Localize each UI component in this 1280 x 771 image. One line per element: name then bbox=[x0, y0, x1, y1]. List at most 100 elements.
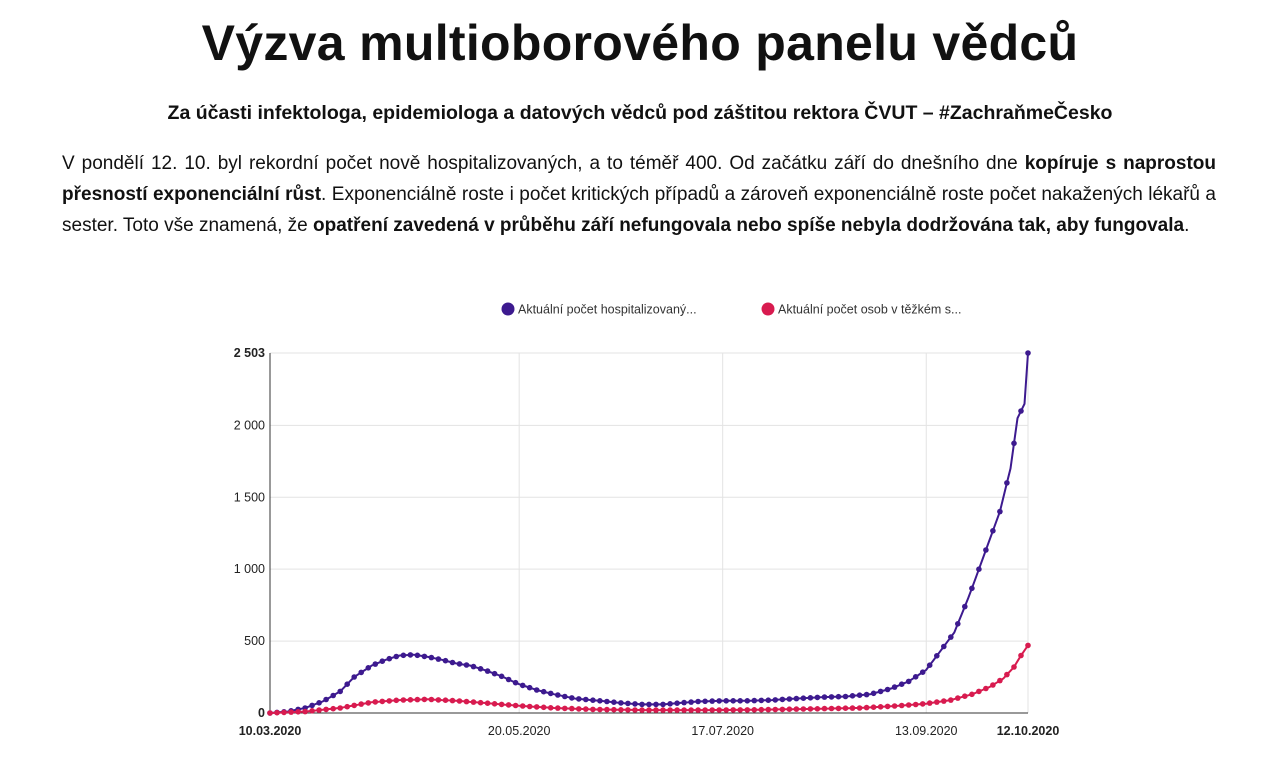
data-point bbox=[470, 699, 477, 705]
data-point bbox=[653, 707, 659, 713]
data-point bbox=[463, 698, 470, 705]
data-point bbox=[337, 705, 344, 711]
data-point bbox=[653, 701, 659, 708]
data-point bbox=[421, 653, 428, 660]
data-point bbox=[730, 698, 736, 704]
data-point bbox=[547, 705, 554, 711]
data-point bbox=[877, 688, 884, 695]
data-point bbox=[772, 706, 779, 713]
data-point bbox=[800, 695, 807, 701]
data-point bbox=[569, 695, 575, 701]
data-point bbox=[1018, 408, 1024, 414]
data-point bbox=[976, 566, 982, 572]
x-tick-label: 12.10.2020 bbox=[997, 724, 1060, 738]
data-point bbox=[912, 701, 919, 708]
data-point bbox=[1004, 480, 1010, 486]
data-point bbox=[344, 681, 351, 687]
data-point bbox=[625, 707, 631, 713]
data-point bbox=[555, 692, 561, 698]
data-point bbox=[884, 686, 891, 693]
data-point bbox=[877, 704, 884, 710]
data-point bbox=[688, 707, 694, 713]
paragraph-bold-2: opatření zavedená v průběhu září nefungo… bbox=[313, 215, 1185, 236]
data-point bbox=[660, 701, 666, 708]
data-point bbox=[505, 702, 512, 708]
data-point bbox=[316, 700, 322, 706]
data-point bbox=[807, 695, 814, 701]
data-point bbox=[555, 705, 561, 711]
data-point bbox=[758, 706, 765, 713]
data-point bbox=[400, 652, 407, 659]
data-point bbox=[983, 685, 989, 692]
data-point bbox=[1011, 664, 1017, 670]
data-point bbox=[667, 707, 673, 713]
data-point bbox=[590, 706, 596, 713]
data-point bbox=[625, 700, 631, 707]
hospitalization-chart: Aktuální počet hospitalizovaný... Aktuáln… bbox=[234, 302, 1060, 738]
data-point bbox=[863, 691, 870, 698]
data-point bbox=[330, 705, 337, 712]
data-point bbox=[519, 703, 526, 709]
data-point bbox=[463, 662, 470, 668]
data-point bbox=[512, 679, 519, 686]
data-point bbox=[393, 697, 400, 704]
data-point bbox=[828, 705, 835, 712]
data-point bbox=[765, 706, 772, 713]
data-point bbox=[821, 705, 828, 712]
data-point bbox=[758, 697, 765, 704]
data-point bbox=[948, 634, 954, 640]
data-point bbox=[688, 699, 694, 705]
data-point bbox=[316, 707, 322, 713]
data-point bbox=[814, 706, 821, 712]
data-point bbox=[828, 694, 835, 700]
data-point bbox=[842, 693, 849, 700]
data-point bbox=[526, 703, 533, 710]
data-point bbox=[646, 701, 652, 708]
data-point bbox=[533, 704, 540, 710]
data-point bbox=[681, 699, 687, 706]
data-point bbox=[786, 696, 793, 702]
data-point bbox=[618, 707, 624, 713]
data-point bbox=[386, 698, 393, 704]
data-point bbox=[351, 702, 358, 709]
data-point bbox=[744, 707, 751, 713]
data-point bbox=[365, 665, 372, 671]
data-point bbox=[779, 696, 786, 703]
data-point bbox=[793, 706, 800, 712]
data-point bbox=[519, 682, 526, 689]
data-point bbox=[898, 702, 905, 709]
data-point bbox=[800, 706, 807, 712]
data-point bbox=[470, 663, 477, 670]
data-point bbox=[428, 654, 435, 661]
data-point bbox=[919, 669, 926, 675]
data-point bbox=[358, 701, 365, 707]
data-point bbox=[919, 701, 926, 707]
data-point bbox=[576, 706, 582, 712]
y-tick-label: 1 000 bbox=[234, 562, 265, 576]
y-tick-label: 500 bbox=[244, 634, 265, 648]
data-point bbox=[365, 700, 372, 706]
data-point bbox=[1004, 671, 1010, 678]
data-point bbox=[562, 705, 568, 712]
data-point bbox=[1011, 440, 1017, 447]
data-point bbox=[934, 699, 940, 705]
legend-label: Aktuální počet hospitalizovaný... bbox=[518, 303, 697, 317]
data-point bbox=[540, 704, 547, 711]
data-point bbox=[870, 704, 877, 710]
data-point bbox=[723, 698, 729, 704]
data-point bbox=[379, 658, 386, 664]
data-point bbox=[407, 697, 414, 703]
data-point bbox=[618, 700, 624, 706]
data-point bbox=[1025, 642, 1031, 649]
data-point bbox=[856, 692, 863, 698]
data-point bbox=[456, 698, 463, 704]
data-point bbox=[926, 700, 933, 706]
data-point bbox=[611, 699, 617, 705]
data-point bbox=[414, 652, 421, 659]
data-point bbox=[969, 585, 975, 592]
data-point bbox=[386, 655, 393, 662]
data-point bbox=[379, 698, 386, 705]
data-point bbox=[730, 707, 736, 713]
data-point bbox=[941, 698, 947, 704]
data-point bbox=[884, 703, 891, 710]
